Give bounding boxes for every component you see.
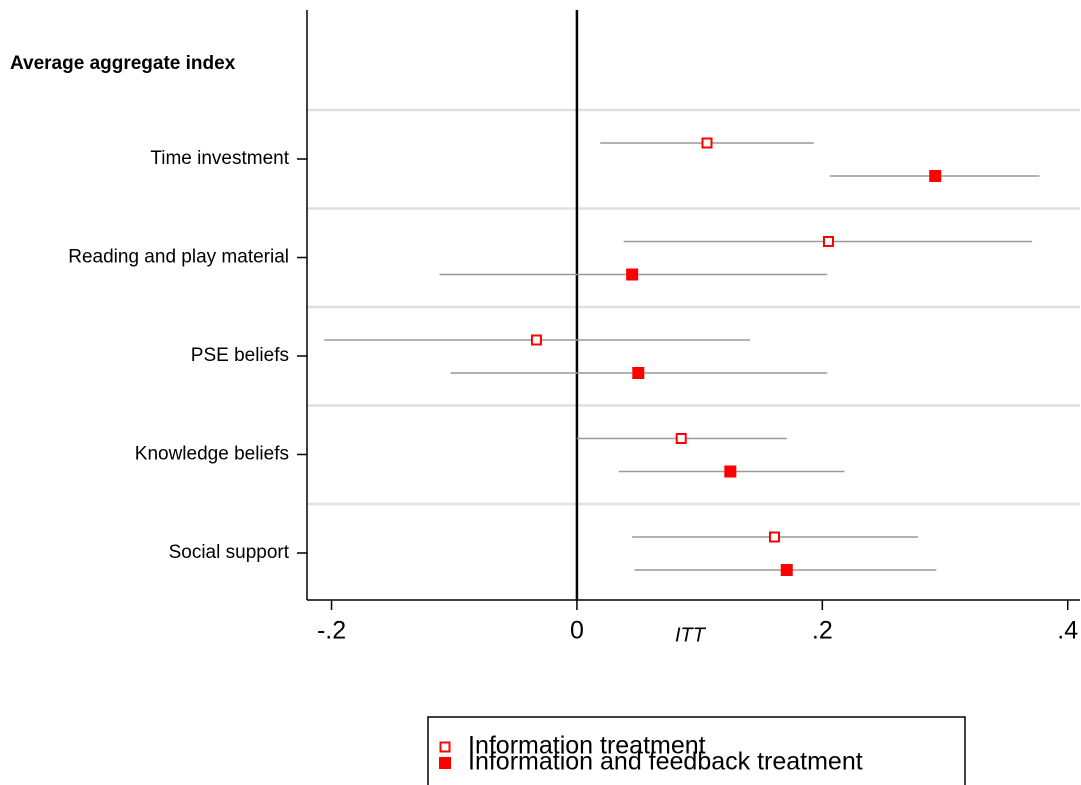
legend-label: Information and feedback treatment xyxy=(468,748,863,776)
point xyxy=(929,170,942,182)
y-tick-label: Time investment xyxy=(150,148,289,169)
legend-label: Information treatment xyxy=(468,732,706,760)
legend-marker xyxy=(439,741,451,753)
y-tick-label: Knowledge beliefs xyxy=(135,444,289,465)
point xyxy=(675,433,687,444)
group-header: Average aggregate index xyxy=(10,53,236,74)
point xyxy=(626,268,639,281)
y-tick-label: PSE beliefs xyxy=(191,345,289,366)
point xyxy=(530,334,542,346)
point xyxy=(724,465,737,478)
x-tick-label: 0 xyxy=(570,617,584,645)
point xyxy=(632,367,645,379)
legend-box xyxy=(427,716,966,785)
point xyxy=(822,236,834,247)
y-tick-label: Reading and play material xyxy=(68,247,289,268)
x-axis-label: ITT xyxy=(675,624,707,646)
point xyxy=(701,137,713,149)
x-tick-label: .2 xyxy=(812,617,833,645)
y-tick-label: Social support xyxy=(169,542,290,563)
legend-marker xyxy=(439,757,451,769)
x-tick-label: .4 xyxy=(1057,617,1078,645)
x-tick-label: -.2 xyxy=(317,617,346,645)
point xyxy=(768,531,780,543)
point xyxy=(780,564,793,576)
